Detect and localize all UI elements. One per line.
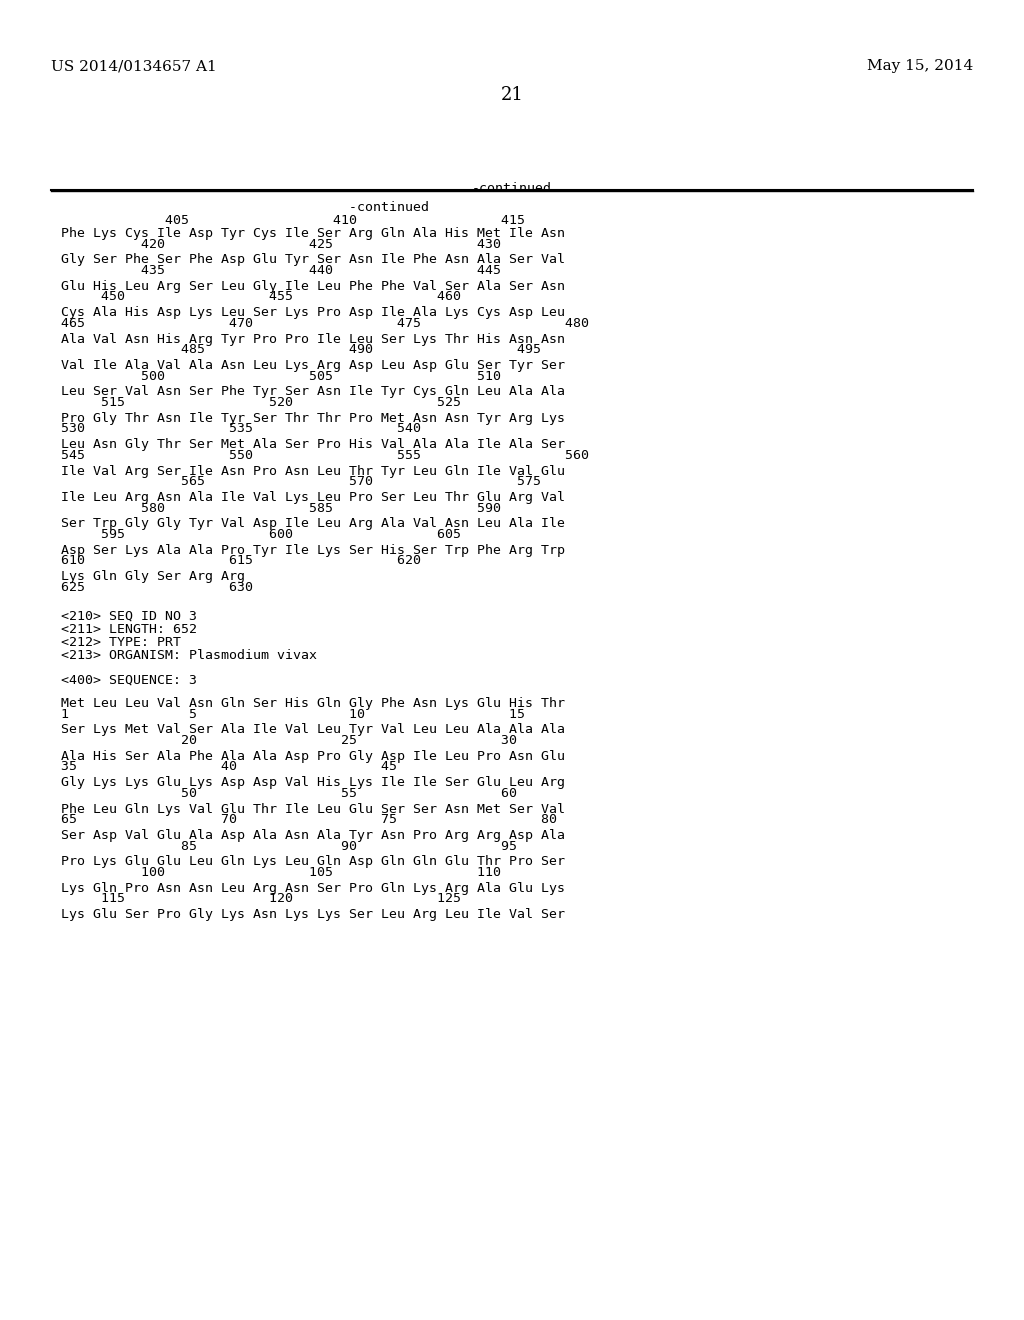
Text: Lys Glu Ser Pro Gly Lys Asn Lys Lys Ser Leu Arg Leu Ile Val Ser: Lys Glu Ser Pro Gly Lys Asn Lys Lys Ser … bbox=[61, 908, 565, 921]
Text: 565                  570                  575: 565 570 575 bbox=[61, 475, 542, 488]
Text: Ala His Ser Ala Phe Ala Ala Asp Pro Gly Asp Ile Leu Pro Asn Glu: Ala His Ser Ala Phe Ala Ala Asp Pro Gly … bbox=[61, 750, 565, 763]
Text: May 15, 2014: May 15, 2014 bbox=[866, 59, 973, 74]
Text: Leu Asn Gly Thr Ser Met Ala Ser Pro His Val Ala Ala Ile Ala Ser: Leu Asn Gly Thr Ser Met Ala Ser Pro His … bbox=[61, 438, 565, 451]
Text: 115                  120                  125: 115 120 125 bbox=[61, 892, 462, 906]
Text: 530                  535                  540: 530 535 540 bbox=[61, 422, 422, 436]
Text: 1               5                   10                  15: 1 5 10 15 bbox=[61, 708, 525, 721]
Text: 65                  70                  75                  80: 65 70 75 80 bbox=[61, 813, 557, 826]
Text: 420                  425                  430: 420 425 430 bbox=[61, 238, 502, 251]
Text: Val Ile Ala Val Ala Asn Leu Lys Arg Asp Leu Asp Glu Ser Tyr Ser: Val Ile Ala Val Ala Asn Leu Lys Arg Asp … bbox=[61, 359, 565, 372]
Text: Gly Lys Lys Glu Lys Asp Asp Val His Lys Ile Ile Ser Glu Leu Arg: Gly Lys Lys Glu Lys Asp Asp Val His Lys … bbox=[61, 776, 565, 789]
Text: 595                  600                  605: 595 600 605 bbox=[61, 528, 462, 541]
Text: Lys Gln Pro Asn Asn Leu Arg Asn Ser Pro Gln Lys Arg Ala Glu Lys: Lys Gln Pro Asn Asn Leu Arg Asn Ser Pro … bbox=[61, 882, 565, 895]
Text: Ile Leu Arg Asn Ala Ile Val Lys Leu Pro Ser Leu Thr Glu Arg Val: Ile Leu Arg Asn Ala Ile Val Lys Leu Pro … bbox=[61, 491, 565, 504]
Text: Met Leu Leu Val Asn Gln Ser His Gln Gly Phe Asn Lys Glu His Thr: Met Leu Leu Val Asn Gln Ser His Gln Gly … bbox=[61, 697, 565, 710]
Text: Ser Asp Val Glu Ala Asp Ala Asn Ala Tyr Asn Pro Arg Arg Asp Ala: Ser Asp Val Glu Ala Asp Ala Asn Ala Tyr … bbox=[61, 829, 565, 842]
Text: 85                  90                  95: 85 90 95 bbox=[61, 840, 517, 853]
Text: <210> SEQ ID NO 3: <210> SEQ ID NO 3 bbox=[61, 610, 198, 623]
Text: Asp Ser Lys Ala Ala Pro Tyr Ile Lys Ser His Ser Trp Phe Arg Trp: Asp Ser Lys Ala Ala Pro Tyr Ile Lys Ser … bbox=[61, 544, 565, 557]
Text: Leu Ser Val Asn Ser Phe Tyr Ser Asn Ile Tyr Cys Gln Leu Ala Ala: Leu Ser Val Asn Ser Phe Tyr Ser Asn Ile … bbox=[61, 385, 565, 399]
Text: Ser Lys Met Val Ser Ala Ile Val Leu Tyr Val Leu Leu Ala Ala Ala: Ser Lys Met Val Ser Ala Ile Val Leu Tyr … bbox=[61, 723, 565, 737]
Text: 500                  505                  510: 500 505 510 bbox=[61, 370, 502, 383]
Text: Cys Ala His Asp Lys Leu Ser Lys Pro Asp Ile Ala Lys Cys Asp Leu: Cys Ala His Asp Lys Leu Ser Lys Pro Asp … bbox=[61, 306, 565, 319]
Text: Lys Gln Gly Ser Arg Arg: Lys Gln Gly Ser Arg Arg bbox=[61, 570, 246, 583]
Text: Phe Leu Gln Lys Val Glu Thr Ile Leu Glu Ser Ser Asn Met Ser Val: Phe Leu Gln Lys Val Glu Thr Ile Leu Glu … bbox=[61, 803, 565, 816]
Text: -continued: -continued bbox=[61, 201, 429, 214]
Text: -continued: -continued bbox=[472, 182, 552, 195]
Text: 21: 21 bbox=[501, 86, 523, 104]
Text: Ala Val Asn His Arg Tyr Pro Pro Ile Leu Ser Lys Thr His Asn Asn: Ala Val Asn His Arg Tyr Pro Pro Ile Leu … bbox=[61, 333, 565, 346]
Text: Gly Ser Phe Ser Phe Asp Glu Tyr Ser Asn Ile Phe Asn Ala Ser Val: Gly Ser Phe Ser Phe Asp Glu Tyr Ser Asn … bbox=[61, 253, 565, 267]
Text: 20                  25                  30: 20 25 30 bbox=[61, 734, 517, 747]
Text: 435                  440                  445: 435 440 445 bbox=[61, 264, 502, 277]
Text: 580                  585                  590: 580 585 590 bbox=[61, 502, 502, 515]
Text: 35                  40                  45: 35 40 45 bbox=[61, 760, 397, 774]
Text: Ser Trp Gly Gly Tyr Val Asp Ile Leu Arg Ala Val Asn Leu Ala Ile: Ser Trp Gly Gly Tyr Val Asp Ile Leu Arg … bbox=[61, 517, 565, 531]
Text: 465                  470                  475                  480: 465 470 475 480 bbox=[61, 317, 590, 330]
Text: Phe Lys Cys Ile Asp Tyr Cys Ile Ser Arg Gln Ala His Met Ile Asn: Phe Lys Cys Ile Asp Tyr Cys Ile Ser Arg … bbox=[61, 227, 565, 240]
Text: 100                  105                  110: 100 105 110 bbox=[61, 866, 502, 879]
Text: US 2014/0134657 A1: US 2014/0134657 A1 bbox=[51, 59, 217, 74]
Text: 610                  615                  620: 610 615 620 bbox=[61, 554, 422, 568]
Text: <212> TYPE: PRT: <212> TYPE: PRT bbox=[61, 636, 181, 649]
Text: 405                  410                  415: 405 410 415 bbox=[61, 214, 525, 227]
Text: <213> ORGANISM: Plasmodium vivax: <213> ORGANISM: Plasmodium vivax bbox=[61, 649, 317, 663]
Text: Pro Gly Thr Asn Ile Tyr Ser Thr Thr Pro Met Asn Asn Tyr Arg Lys: Pro Gly Thr Asn Ile Tyr Ser Thr Thr Pro … bbox=[61, 412, 565, 425]
Text: Pro Lys Glu Glu Leu Gln Lys Leu Gln Asp Gln Gln Glu Thr Pro Ser: Pro Lys Glu Glu Leu Gln Lys Leu Gln Asp … bbox=[61, 855, 565, 869]
Text: <211> LENGTH: 652: <211> LENGTH: 652 bbox=[61, 623, 198, 636]
Text: 50                  55                  60: 50 55 60 bbox=[61, 787, 517, 800]
Text: Ile Val Arg Ser Ile Asn Pro Asn Leu Thr Tyr Leu Gln Ile Val Glu: Ile Val Arg Ser Ile Asn Pro Asn Leu Thr … bbox=[61, 465, 565, 478]
Text: 515                  520                  525: 515 520 525 bbox=[61, 396, 462, 409]
Text: 450                  455                  460: 450 455 460 bbox=[61, 290, 462, 304]
Text: 485                  490                  495: 485 490 495 bbox=[61, 343, 542, 356]
Text: <400> SEQUENCE: 3: <400> SEQUENCE: 3 bbox=[61, 673, 198, 686]
Text: 545                  550                  555                  560: 545 550 555 560 bbox=[61, 449, 590, 462]
Text: Glu His Leu Arg Ser Leu Gly Ile Leu Phe Phe Val Ser Ala Ser Asn: Glu His Leu Arg Ser Leu Gly Ile Leu Phe … bbox=[61, 280, 565, 293]
Text: 625                  630: 625 630 bbox=[61, 581, 254, 594]
